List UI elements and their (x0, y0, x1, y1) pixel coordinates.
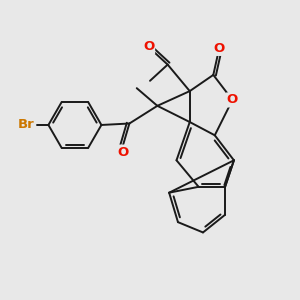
Text: O: O (227, 93, 238, 106)
Text: O: O (143, 40, 154, 53)
Text: O: O (214, 42, 225, 55)
Text: Br: Br (18, 118, 35, 131)
Text: O: O (118, 146, 129, 159)
